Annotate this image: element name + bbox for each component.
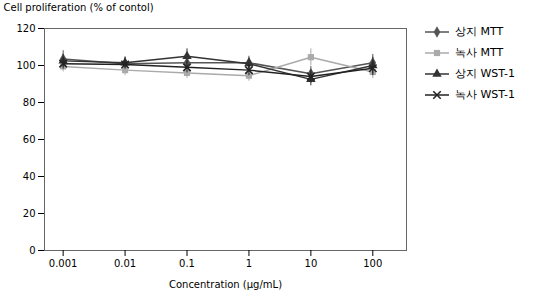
svg-text:Cell proliferation (% of conto: Cell proliferation (% of contol) [4,2,154,13]
svg-text:0.01: 0.01 [114,258,136,269]
svg-text:40: 40 [23,171,36,182]
svg-text:0.1: 0.1 [179,258,195,269]
svg-text:Concentration (μg/mL): Concentration (μg/mL) [169,279,282,290]
html-text:녹사 WST-1: 녹사 WST-1 [455,88,515,101]
svg-text:10: 10 [305,258,318,269]
html-text:상지 MTT: 상지 MTT [455,25,504,38]
svg-text:120: 120 [16,23,35,34]
html-text:상지 WST-1: 상지 WST-1 [455,67,515,80]
html-text:녹사 MTT: 녹사 MTT [455,46,504,59]
svg-text:100: 100 [363,258,382,269]
svg-text:0.001: 0.001 [49,258,78,269]
svg-text:60: 60 [23,134,36,145]
svg-text:100: 100 [16,60,35,71]
svg-text:20: 20 [23,208,36,219]
svg-text:0: 0 [29,245,35,256]
svg-text:1: 1 [246,258,252,269]
svg-text:80: 80 [23,97,36,108]
